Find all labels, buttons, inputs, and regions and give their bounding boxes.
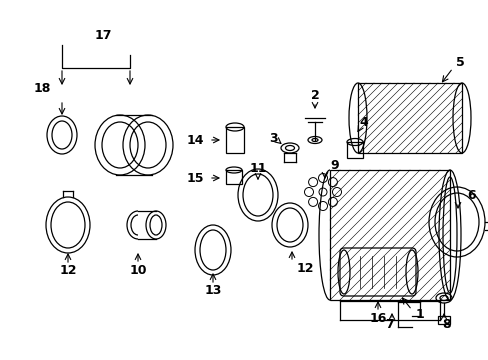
Bar (346, 142, 362, 158)
Text: 10: 10 (129, 264, 146, 276)
Bar (329, 170, 449, 300)
Text: 6: 6 (467, 189, 475, 202)
Text: 14: 14 (186, 134, 203, 147)
Text: 5: 5 (455, 55, 464, 68)
Text: 18: 18 (33, 81, 51, 95)
Text: 12: 12 (296, 261, 313, 274)
Text: 3: 3 (268, 131, 277, 144)
Text: 16: 16 (368, 311, 386, 324)
Bar (357, 83, 461, 153)
Text: 2: 2 (310, 89, 319, 102)
Text: 7: 7 (385, 319, 393, 332)
Text: 13: 13 (204, 284, 221, 297)
Text: 17: 17 (94, 28, 112, 41)
Text: 9: 9 (330, 158, 339, 171)
Text: 8: 8 (442, 319, 450, 332)
Bar (225, 127, 244, 153)
Text: 15: 15 (186, 171, 203, 185)
Text: 1: 1 (415, 309, 424, 321)
Text: 11: 11 (249, 162, 266, 175)
Text: 12: 12 (59, 264, 77, 276)
Bar (225, 170, 242, 184)
Text: 4: 4 (359, 116, 367, 129)
Bar (437, 316, 449, 324)
